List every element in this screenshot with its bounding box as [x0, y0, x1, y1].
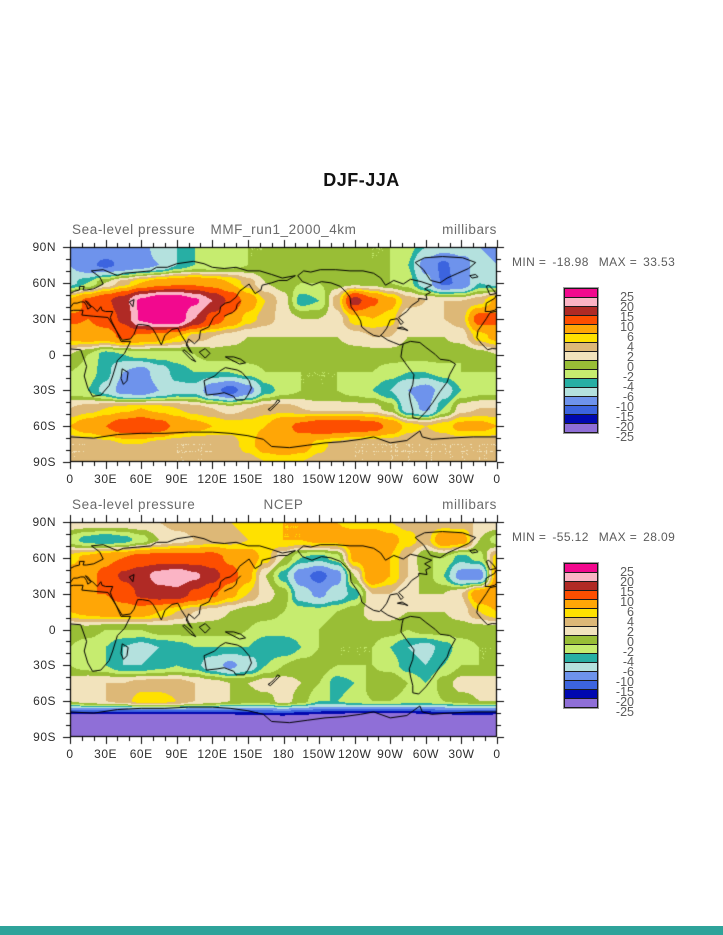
variable-label: Sea-level pressure	[72, 222, 196, 237]
panel-header: Sea-level pressure MMF_run1_2000_4km mil…	[70, 222, 497, 238]
max-value: 28.09	[643, 530, 676, 544]
colorbar-level-label: 0	[627, 360, 634, 374]
figure-title: DJF-JJA	[323, 170, 400, 190]
lat-tick-label: 30N	[32, 311, 56, 326]
lat-tick-label: 90N	[32, 240, 56, 254]
lon-tick-label: 180	[272, 472, 295, 486]
colorbar-level-label: -10	[615, 675, 634, 689]
run-title: MMF_run1_2000_4km	[210, 222, 357, 237]
colorbar-level-label: -4	[622, 655, 634, 669]
lat-tick-label: 60S	[33, 419, 56, 434]
lon-tick-label: 150W	[302, 472, 336, 486]
lon-tick-label: 120E	[197, 472, 228, 486]
lon-tick-label: 120E	[197, 747, 228, 761]
colorbar-swatch	[564, 423, 598, 433]
slp-map-canvas-ncep	[60, 512, 507, 747]
lon-tick-label: 30E	[94, 472, 117, 486]
lon-tick-label: 90W	[377, 472, 404, 486]
colorbar-level-label: -2	[622, 645, 634, 659]
lat-tick-label: 90S	[33, 455, 56, 469]
lat-tick-label: 60N	[32, 550, 56, 565]
colorbar	[563, 562, 599, 709]
colorbar-level-label: 15	[620, 310, 634, 324]
lat-tick-label: 60N	[32, 275, 56, 290]
lat-tick-label: 90S	[33, 730, 56, 744]
lon-tick-label: 30W	[448, 747, 475, 761]
colorbar-level-label: -15	[615, 410, 634, 424]
colorbar-level-label: -4	[622, 380, 634, 394]
colorbar-level-label: 4	[627, 340, 634, 354]
lon-tick-label: 90E	[165, 472, 189, 486]
lat-tick-label: 0	[48, 347, 56, 362]
lon-tick-label: 150E	[232, 472, 263, 486]
units-label: millibars	[442, 497, 497, 512]
lon-tick-label: 150E	[232, 747, 263, 761]
lat-tick-label: 30S	[33, 658, 56, 673]
colorbar-level-label: -20	[615, 420, 634, 434]
lon-tick-label: 60W	[412, 747, 439, 761]
colorbar-level-label: -10	[615, 400, 634, 414]
lon-tick-label: 0	[66, 472, 74, 486]
colorbar-level-label: -6	[622, 665, 634, 679]
lon-tick-label: 0	[493, 747, 501, 761]
lon-tick-label: 60W	[412, 472, 439, 486]
lat-tick-label: 60S	[33, 694, 56, 709]
colorbar-level-label: 20	[620, 300, 634, 314]
slp-map-canvas-mmf	[60, 237, 507, 472]
lon-tick-label: 90W	[377, 747, 404, 761]
colorbar	[563, 287, 599, 434]
units-label: millibars	[442, 222, 497, 237]
min-value: -18.98	[552, 255, 589, 269]
colorbar-level-label: 0	[627, 635, 634, 649]
lon-tick-label: 180	[272, 747, 295, 761]
lon-tick-label: 60E	[129, 472, 153, 486]
colorbar-level-label: 25	[620, 290, 634, 304]
min-label: MIN =	[512, 530, 547, 544]
colorbar-level-label: 10	[620, 320, 634, 334]
colorbar-level-label: -20	[615, 695, 634, 709]
colorbar-level-label: 4	[627, 615, 634, 629]
panel-mmf: Sea-level pressure MMF_run1_2000_4km mil…	[0, 222, 723, 497]
colorbar-level-label: 15	[620, 585, 634, 599]
colorbar-level-label: 10	[620, 595, 634, 609]
colorbar-level-label: 25	[620, 565, 634, 579]
panel-ncep: Sea-level pressure NCEP millibars 90N 60N…	[0, 497, 723, 772]
colorbar-level-label: -25	[615, 705, 634, 719]
lon-tick-label: 0	[493, 472, 501, 486]
min-label: MIN =	[512, 255, 547, 269]
lon-tick-label: 120W	[337, 472, 372, 486]
lon-tick-label: 60E	[129, 747, 153, 761]
max-label: MAX =	[598, 255, 638, 269]
min-value: -55.12	[552, 530, 589, 544]
lon-tick-label: 0	[66, 747, 74, 761]
colorbar-level-label: 20	[620, 575, 634, 589]
lon-tick-label: 30W	[448, 472, 475, 486]
panel-header: Sea-level pressure NCEP millibars	[70, 497, 497, 513]
variable-label: Sea-level pressure	[72, 497, 196, 512]
lat-tick-label: 30S	[33, 383, 56, 398]
run-title: NCEP	[263, 497, 304, 512]
colorbar-level-label: 2	[627, 625, 634, 639]
colorbar-level-label: -6	[622, 390, 634, 404]
lat-tick-label: 0	[48, 622, 56, 637]
colorbar-level-label: 6	[627, 605, 634, 619]
colorbar-level-label: -2	[622, 370, 634, 384]
lon-tick-label: 30E	[94, 747, 117, 761]
lat-tick-label: 30N	[32, 586, 56, 601]
min-max-stats: MIN = -18.98 MAX = 33.53	[512, 255, 717, 269]
colorbar-level-label: -15	[615, 685, 634, 699]
lon-tick-label: 150W	[302, 747, 336, 761]
colorbar-swatch	[564, 698, 598, 708]
max-label: MAX =	[598, 530, 638, 544]
colorbar-level-label: 6	[627, 330, 634, 344]
footer-color-bar	[0, 926, 723, 935]
min-max-stats: MIN = -55.12 MAX = 28.09	[512, 530, 717, 544]
colorbar-level-label: 2	[627, 350, 634, 364]
lat-tick-label: 90N	[32, 515, 56, 529]
max-value: 33.53	[643, 255, 676, 269]
lon-tick-label: 120W	[337, 747, 372, 761]
lon-tick-label: 90E	[165, 747, 189, 761]
colorbar-level-label: -25	[615, 430, 634, 444]
